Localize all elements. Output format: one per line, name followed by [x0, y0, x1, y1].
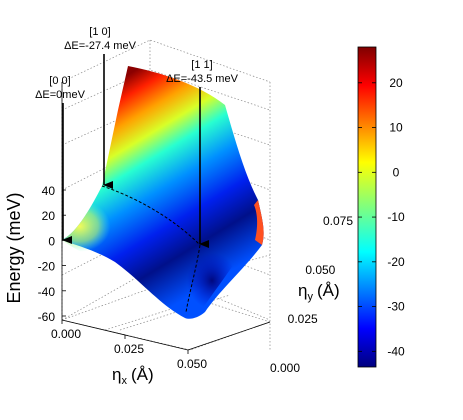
z-tick-label: 0	[48, 234, 55, 248]
y-ticks: 0.000 0.025 0.050 0.075	[270, 214, 353, 375]
energy-surface	[62, 66, 264, 319]
colorbar-tick-label: -30	[387, 300, 405, 314]
colorbar-tick-label: 0	[393, 165, 400, 179]
colorbar-tick-label: -20	[387, 255, 405, 269]
x-tick-label: 0.050	[177, 357, 207, 371]
colorbar-tick-label: 10	[389, 121, 403, 135]
annotation-11-label: ΔE=-43.5 meV	[166, 73, 239, 85]
colorbar-tick-label: -10	[387, 210, 405, 224]
z-tick-label: -40	[38, 285, 56, 299]
z-tick-label: 20	[42, 209, 56, 223]
annotation-point-00: [0 0] ΔE=0meV	[35, 75, 86, 244]
annotation-11-name: [1 1]	[191, 59, 212, 71]
colorbar: 20 10 0 -10 -20 -30 -40	[357, 46, 405, 368]
annotation-10-name: [1 0]	[89, 26, 110, 38]
annotations: [0 0] ΔE=0meV [1 0] ΔE=-27.4 meV [1 1] Δ…	[35, 26, 239, 248]
y-tick-label: 0.025	[288, 312, 318, 326]
annotation-point-10: [1 0] ΔE=-27.4 meV	[64, 26, 137, 189]
colorbar-ticks: 20 10 0 -10 -20 -30 -40	[358, 76, 405, 358]
annotation-10-label: ΔE=-27.4 meV	[64, 40, 137, 52]
y-tick-label: 0.050	[305, 263, 335, 277]
colorbar-gradient	[357, 46, 377, 368]
svg-text:ηx(Å): ηx (Å)	[112, 365, 154, 387]
annotation-point-11: [1 1] ΔE=-43.5 meV	[166, 59, 239, 248]
z-tick-label: 40	[42, 184, 56, 198]
z-ticks: 40 20 0 -20 -40 -60	[38, 184, 66, 324]
colorbar-tick-label: -40	[387, 344, 405, 358]
x-axis-label: ηx (Å)	[112, 365, 154, 387]
z-tick-label: -20	[38, 260, 56, 274]
y-axis-label: ηy (Å)	[298, 281, 340, 303]
x-tick-label: 0.025	[114, 342, 144, 356]
z-tick-label: -60	[38, 310, 56, 324]
x-tick-label: 0.000	[51, 327, 81, 341]
y-tick-label: 0.000	[270, 361, 300, 375]
y-tick-label: 0.075	[323, 214, 353, 228]
colorbar-tick-label: 20	[389, 76, 403, 90]
z-axis-label: Energy (meV)	[4, 192, 24, 303]
annotation-00-name: [0 0]	[49, 75, 70, 87]
x-ticks: 0.000 0.025 0.050	[51, 320, 207, 371]
annotation-00-label: ΔE=0meV	[35, 89, 86, 101]
svg-text:ηy(Å): ηy (Å)	[298, 281, 340, 303]
